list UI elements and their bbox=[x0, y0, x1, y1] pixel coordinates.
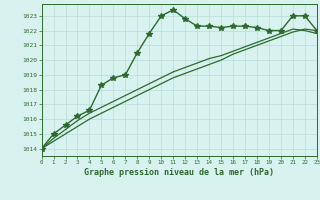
X-axis label: Graphe pression niveau de la mer (hPa): Graphe pression niveau de la mer (hPa) bbox=[84, 168, 274, 177]
